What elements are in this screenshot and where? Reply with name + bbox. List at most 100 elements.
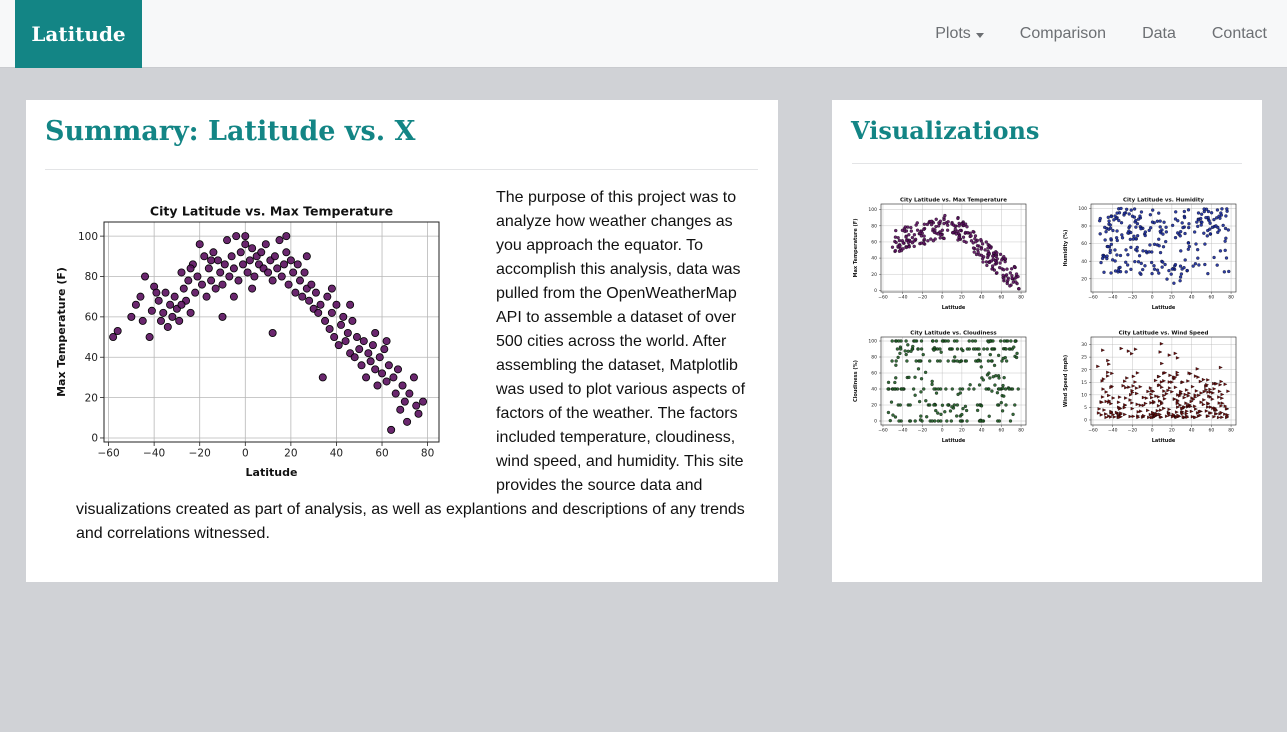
data-point	[1199, 223, 1203, 227]
data-point	[897, 339, 901, 343]
data-point	[1160, 265, 1164, 269]
data-point	[1161, 260, 1165, 264]
x-tick-label: −20	[918, 428, 928, 434]
nav-data[interactable]: Data	[1142, 25, 1176, 42]
data-point	[1223, 404, 1228, 408]
nav-plots-dropdown[interactable]: Plots	[935, 25, 984, 43]
data-point	[1175, 373, 1180, 377]
data-point	[1206, 390, 1211, 394]
brand-link[interactable]: Latitude	[15, 0, 142, 68]
data-point	[1101, 387, 1106, 391]
x-tick-label: 40	[1189, 428, 1195, 434]
data-point	[1136, 260, 1141, 264]
visualizations-title: Visualizations	[851, 116, 1040, 145]
data-point	[928, 403, 932, 407]
data-point	[921, 352, 925, 357]
data-point	[207, 256, 216, 265]
data-point	[1124, 385, 1129, 390]
data-point	[1000, 409, 1005, 413]
data-point	[1097, 407, 1102, 411]
data-point	[942, 217, 946, 222]
data-point	[944, 387, 948, 391]
thumb-humidity[interactable]: −60 −40 −20 0 20 40 60 80 20 40 60 80 100 City Latitu…	[1062, 192, 1242, 315]
data-point	[1161, 232, 1165, 236]
data-point	[1223, 239, 1227, 243]
data-point	[1136, 410, 1141, 414]
data-point	[990, 389, 994, 393]
nav-comparison[interactable]: Comparison	[1019, 25, 1107, 42]
data-point	[1127, 212, 1131, 216]
data-point	[1223, 382, 1228, 387]
data-point	[323, 292, 332, 301]
max-temp-chart[interactable]: −60 −40 −20 0 20 40 60 80 0 20 40 60 80 100 City Latit…	[54, 198, 449, 483]
data-point	[1175, 370, 1180, 375]
nav-contact[interactable]: Contact	[1211, 25, 1267, 42]
data-point	[1133, 260, 1137, 264]
data-point	[316, 300, 325, 309]
data-point	[932, 387, 936, 391]
visualizations-divider	[852, 163, 1242, 164]
y-tick-label: 0	[874, 288, 877, 294]
y-tick-label: 20	[871, 403, 877, 409]
data-point	[293, 260, 302, 269]
data-point	[1204, 207, 1209, 211]
data-point	[1148, 386, 1153, 390]
data-point	[302, 252, 311, 261]
data-point	[1149, 392, 1154, 396]
data-point	[1125, 376, 1130, 380]
data-point	[939, 412, 943, 416]
data-point	[1181, 415, 1186, 419]
data-point	[1186, 241, 1191, 245]
data-point	[1134, 225, 1138, 229]
data-point	[1173, 263, 1178, 267]
data-point	[934, 339, 939, 343]
data-point	[913, 375, 917, 379]
y-tick-label: 60	[871, 371, 877, 377]
data-point	[907, 375, 911, 380]
data-point	[1211, 406, 1216, 410]
data-point	[1119, 346, 1124, 351]
data-point	[934, 391, 939, 395]
y-tick-label: 10	[1081, 392, 1087, 398]
data-point	[991, 254, 995, 258]
data-point	[227, 252, 236, 261]
data-point	[1105, 256, 1109, 261]
data-point	[1141, 249, 1145, 253]
data-point	[940, 228, 945, 232]
x-tick-label: −20	[918, 295, 928, 301]
data-point	[1134, 247, 1138, 252]
data-point	[1218, 216, 1222, 220]
thumb-cloudiness[interactable]: −60 −40 −20 0 20 40 60 80 0 20 40 60 80 100 City Latit…	[852, 325, 1032, 448]
data-point	[1167, 413, 1172, 417]
data-point	[1176, 219, 1180, 223]
data-point	[195, 240, 204, 249]
data-point	[893, 380, 897, 385]
data-point	[904, 352, 908, 357]
data-point	[1167, 407, 1172, 412]
data-point	[1120, 236, 1125, 240]
data-point	[973, 237, 977, 241]
data-point	[337, 320, 346, 329]
data-point	[964, 408, 969, 413]
data-point	[938, 359, 942, 363]
x-tick-label: −20	[189, 448, 211, 460]
data-point	[1214, 224, 1218, 228]
data-point	[900, 228, 905, 232]
data-point	[1173, 217, 1178, 221]
data-point	[936, 411, 940, 415]
data-point	[1123, 403, 1128, 407]
summary-line: and correlations witnessed.	[76, 525, 270, 542]
data-point	[893, 248, 898, 253]
thumb-max-temp[interactable]: −60 −40 −20 0 20 40 60 80 0 20 40 60 80 100 City Latit…	[852, 192, 1032, 315]
data-point	[1173, 351, 1178, 356]
data-point	[962, 239, 966, 243]
data-point	[216, 268, 225, 277]
data-point	[1178, 275, 1183, 279]
data-point	[1173, 235, 1178, 240]
thumb-wind-speed[interactable]: −60 −40 −20 0 20 40 60 80 0 5 10 15 20 25 30 City Latit…	[1062, 325, 1242, 448]
data-point	[1135, 371, 1140, 375]
data-point	[191, 288, 200, 297]
summary-text-tail: visualizations created as part of analys…	[76, 498, 766, 546]
data-point	[131, 300, 140, 309]
data-point	[894, 363, 898, 367]
